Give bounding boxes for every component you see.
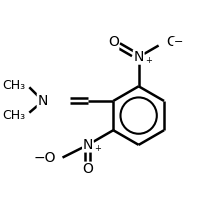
Text: −O: −O [33, 150, 56, 165]
Text: N: N [83, 138, 93, 152]
Text: N: N [38, 94, 48, 108]
Text: +: + [145, 56, 152, 65]
Text: N: N [38, 94, 48, 108]
Text: O: O [82, 162, 93, 176]
Text: CH₃: CH₃ [2, 79, 26, 92]
Text: O: O [166, 35, 177, 49]
Text: O: O [108, 35, 119, 49]
Text: −: − [174, 37, 183, 47]
Text: CH₃: CH₃ [2, 109, 26, 122]
Text: N: N [134, 50, 144, 64]
Text: +: + [94, 144, 101, 153]
